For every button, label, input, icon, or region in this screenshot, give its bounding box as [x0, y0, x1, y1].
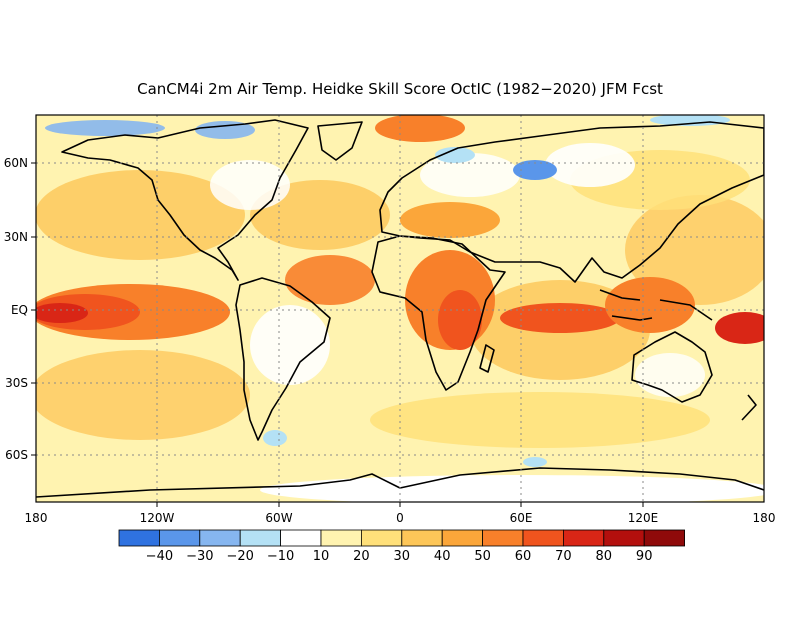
colorbar-swatch [522, 529, 564, 547]
colorbar-label: 40 [434, 549, 451, 564]
axis-ticks [31, 162, 644, 507]
colorbar-label: −40 [146, 549, 173, 564]
negative-skill-area-siberia [513, 160, 557, 180]
skill-area-tropical-atlantic [285, 255, 375, 305]
no-skill-area-europe [420, 153, 520, 197]
skill-area-maritime-continent [605, 277, 695, 333]
lon-label-180w: 180 [25, 511, 48, 525]
colorbar-label: 60 [515, 549, 532, 564]
lon-label-60w: 60W [265, 511, 292, 525]
lat-label-30n: 30N [4, 230, 28, 244]
lat-label-60s: 60S [5, 448, 28, 462]
negative-skill-area-canada [195, 121, 255, 139]
colorbar-swatch [643, 529, 686, 547]
coastline-greenland [317, 121, 363, 161]
colorbar-swatch [118, 529, 160, 547]
coastline-south-america [235, 277, 331, 441]
skill-area-southern-ocean [370, 392, 710, 448]
colorbar-label: −20 [226, 549, 253, 564]
no-skill-area-antarctica [260, 475, 764, 502]
skill-area-nino-core [36, 303, 88, 323]
colorbar-swatch [482, 529, 524, 547]
lon-label-0: 0 [396, 511, 404, 525]
skill-area-south-pacific [36, 350, 250, 440]
colorbar-label: 80 [596, 549, 613, 564]
coastline-africa [371, 235, 506, 391]
colorbar: −40 −30 −20 −10 10 20 30 40 50 60 70 80 90 [118, 529, 686, 564]
colorbar-label: 10 [313, 549, 330, 564]
graticule [36, 115, 764, 502]
lon-label-120e: 120E [628, 511, 659, 525]
skill-area-north-atlantic [250, 180, 390, 250]
colorbar-swatch [320, 529, 362, 547]
colorbar-swatch [441, 529, 484, 547]
negative-skill-area-alaska [45, 120, 165, 136]
colorbar-label: 70 [555, 549, 572, 564]
colorbar-swatch [280, 529, 322, 547]
colorbar-label: −10 [267, 549, 294, 564]
coastline-eurasia [379, 121, 764, 283]
colorbar-swatch [401, 529, 443, 547]
lon-label-120w: 120W [140, 511, 175, 525]
coastline-australia [631, 331, 713, 403]
lon-label-60e: 60E [510, 511, 533, 525]
colorbar-label: −30 [186, 549, 213, 564]
no-skill-area-north-america [210, 160, 290, 210]
coastlines [36, 119, 764, 498]
coastline-north-america [61, 119, 309, 281]
colorbar-label: 20 [353, 549, 370, 564]
colorbar-swatch [360, 529, 403, 547]
map-panel: 180 120W 60W 0 60E 120E 180 60N 30N EQ 3… [4, 114, 776, 525]
colorbar-swatch [563, 529, 605, 547]
lat-label-30s: 30S [5, 376, 28, 390]
skill-area-arctic-atlantic [375, 115, 465, 142]
colorbar-swatch [199, 529, 241, 547]
skill-area-west-pacific [625, 195, 764, 305]
colorbar-label: 90 [636, 549, 653, 564]
lat-label-60n: 60N [4, 156, 28, 170]
skill-area-sahara [400, 202, 500, 238]
coastline-maritime-continent [599, 289, 713, 321]
colorbar-swatch [158, 529, 201, 547]
negative-skill-area-east-arctic [650, 115, 730, 126]
no-skill-area-siberia [545, 143, 635, 187]
colorbar-label: 30 [394, 549, 411, 564]
negative-skill-area-barents [435, 147, 475, 163]
coastline-madagascar [479, 344, 495, 373]
colorbar-swatch [603, 529, 645, 547]
negative-skill-area-south-atlantic [523, 457, 547, 467]
lon-label-180e: 180 [753, 511, 776, 525]
lat-label-eq: EQ [11, 303, 28, 317]
skill-area-sw-pacific [715, 312, 764, 344]
skill-area-africa-core [438, 290, 482, 350]
coastline-antarctica [36, 467, 764, 498]
skill-area-indian-equatorial [500, 303, 620, 333]
skill-field [36, 115, 764, 502]
coastline-new-zealand [741, 394, 757, 421]
colorbar-swatch [239, 529, 281, 547]
colorbar-label: 50 [474, 549, 491, 564]
figure-title: CanCM4i 2m Air Temp. Heidke Skill Score … [137, 80, 663, 98]
negative-skill-area-patagonia [263, 430, 287, 446]
no-skill-area-south-america [250, 305, 330, 385]
no-skill-area-australia [635, 353, 705, 397]
